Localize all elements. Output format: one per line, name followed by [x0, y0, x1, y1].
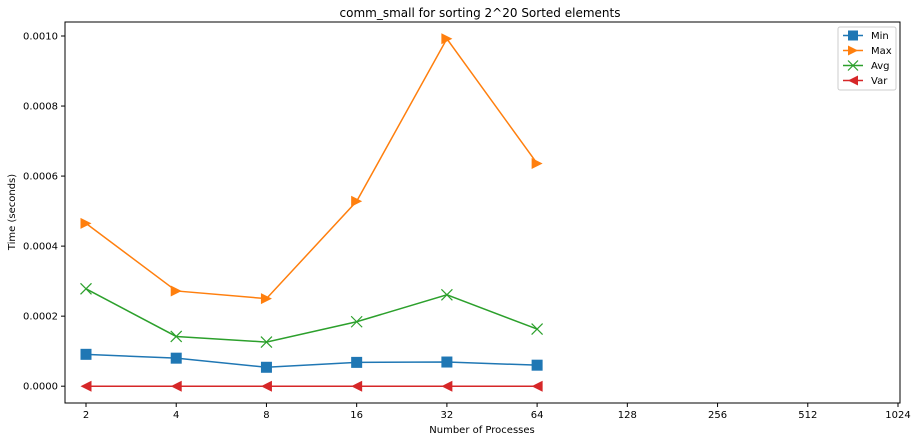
series-min — [80, 348, 543, 373]
series-min-point — [260, 361, 272, 373]
y-tick-label: 0.0002 — [23, 312, 58, 323]
legend-item-avg: Avg — [843, 60, 890, 72]
legend-item-var: Var — [843, 75, 888, 87]
series-max-point — [351, 195, 363, 207]
legend-label-avg: Avg — [871, 61, 890, 72]
series-var-point — [531, 380, 543, 392]
legend-marker-min — [848, 30, 858, 41]
series-min-line — [85, 353, 538, 369]
legend-label-max: Max — [871, 46, 892, 57]
series-avg-point — [260, 336, 273, 348]
x-tick-label: 256 — [708, 410, 727, 421]
y-tick-label: 0.0006 — [23, 172, 58, 183]
x-tick-label: 4 — [173, 410, 179, 421]
series-max-point — [80, 217, 92, 229]
x-tick-label: 2 — [83, 410, 89, 421]
y-tick-label: 0.0004 — [23, 242, 58, 253]
series-avg-point — [170, 330, 183, 343]
series-min-point — [80, 348, 92, 360]
series-avg-point — [531, 323, 544, 336]
x-tick-label: 128 — [618, 410, 637, 421]
x-axis-label: Number of Processes — [429, 425, 534, 436]
legend-marker-max — [848, 45, 858, 56]
series-var-point — [80, 380, 92, 392]
series-var-point — [260, 380, 272, 392]
series-min-point — [441, 356, 453, 368]
series-avg-line — [85, 288, 538, 343]
series-avg-point — [440, 288, 453, 301]
x-tick-label: 1024 — [885, 410, 910, 421]
series-max — [80, 33, 543, 305]
y-tick-label: 0.0010 — [23, 32, 58, 43]
legend-box — [837, 26, 897, 91]
legend: Min Max Avg Var — [837, 26, 897, 91]
legend-item-min: Min — [843, 30, 889, 42]
y-tick-label: 0.0000 — [23, 382, 58, 393]
legend-marker-var — [848, 75, 858, 86]
x-tick-label: 8 — [263, 410, 269, 421]
series-min-point — [531, 359, 543, 371]
legend-label-min: Min — [871, 31, 889, 42]
chart-title: comm_small for sorting 2^20 Sorted eleme… — [340, 6, 621, 20]
y-axis-label: Time (seconds) — [7, 174, 18, 251]
series-max-point — [531, 157, 543, 169]
plot-frame — [64, 21, 901, 404]
series-min-point — [170, 352, 182, 364]
x-tick-label: 64 — [531, 410, 544, 421]
series-max-point — [170, 285, 182, 297]
y-axis: 0.0000 0.0002 0.0004 0.0006 0.0008 0.0010 — [23, 32, 65, 393]
legend-marker-avg — [847, 60, 859, 71]
series-avg — [80, 282, 544, 348]
series-var-point — [441, 380, 453, 392]
x-axis: 2 4 8 16 32 64 128 256 512 1024 — [83, 403, 911, 421]
series-group — [80, 33, 544, 392]
legend-label-var: Var — [871, 76, 888, 87]
x-tick-label: 512 — [798, 410, 817, 421]
series-avg-point — [350, 315, 363, 328]
series-var — [80, 380, 543, 392]
series-max-point — [260, 293, 272, 305]
series-var-point — [351, 380, 363, 392]
series-max-point — [441, 33, 453, 45]
legend-item-max: Max — [843, 45, 892, 57]
x-tick-label: 32 — [441, 410, 454, 421]
series-var-point — [170, 380, 182, 392]
series-avg-point — [80, 282, 92, 295]
x-tick-label: 16 — [350, 410, 363, 421]
series-min-point — [351, 356, 363, 368]
y-tick-label: 0.0008 — [23, 102, 58, 113]
series-max-line — [85, 37, 538, 300]
